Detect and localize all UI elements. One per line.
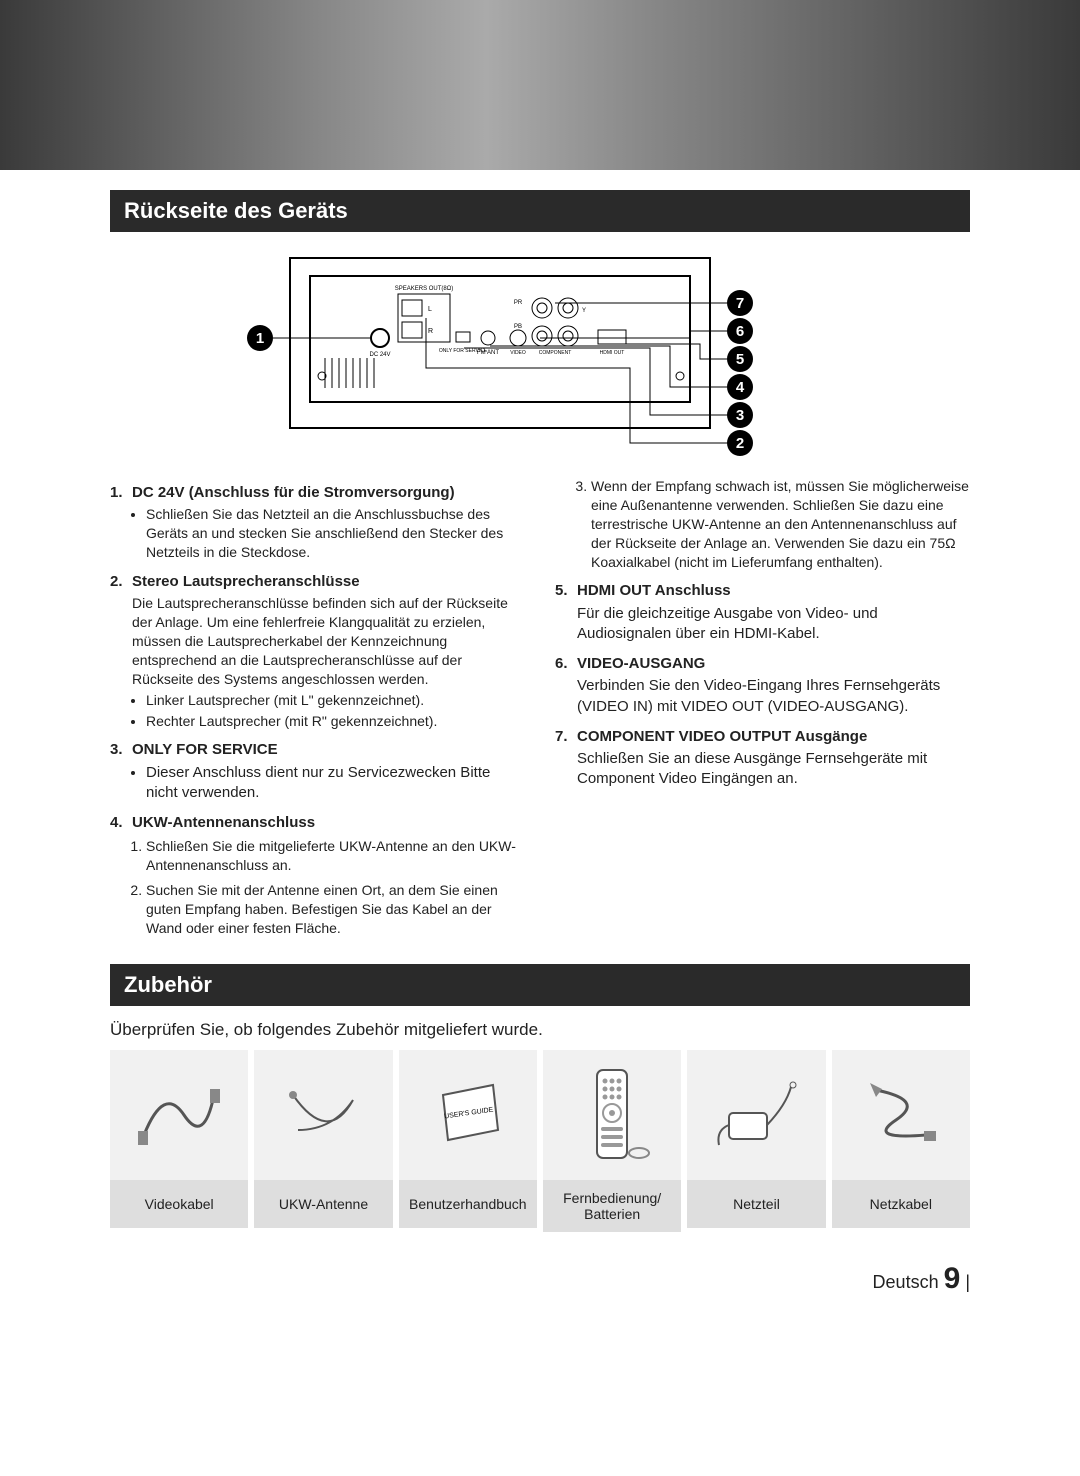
fm-antenna-icon bbox=[278, 1075, 368, 1155]
accessory-label: Netzkabel bbox=[832, 1180, 970, 1228]
accessory-remote: Fernbedienung/ Batterien bbox=[543, 1050, 681, 1232]
item-2-body: Die Lautsprecheranschlüsse befinden sich… bbox=[132, 594, 525, 688]
item-4-step-2: Suchen Sie mit der Antenne einen Ort, an… bbox=[146, 881, 525, 938]
svg-text:PB: PB bbox=[514, 324, 522, 330]
item-2-bullet-r: Rechter Lautsprecher (mit R" gekennzeich… bbox=[146, 712, 525, 731]
item-7-head: 7.COMPONENT VIDEO OUTPUT Ausgänge bbox=[555, 727, 970, 747]
svg-text:FM ANT: FM ANT bbox=[477, 350, 499, 356]
section-title-accessories: Zubehör bbox=[110, 964, 970, 1006]
svg-text:5: 5 bbox=[736, 351, 744, 368]
item-5-body: Für die gleichzeitige Ausgabe von Video-… bbox=[577, 604, 970, 645]
page-content: Rückseite des Geräts SPEAKERS OUT(8Ω) L … bbox=[0, 190, 1080, 1336]
accessory-fm-antenna: UKW-Antenne bbox=[254, 1050, 392, 1232]
accessory-grid: Videokabel UKW-Antenne USER'S GUIDE Benu… bbox=[110, 1050, 970, 1232]
rear-panel-diagram: SPEAKERS OUT(8Ω) L R DC 24V ONLY FOR SER… bbox=[110, 232, 970, 467]
item-6-head: 6.VIDEO-AUSGANG bbox=[555, 654, 970, 674]
accessory-manual: USER'S GUIDE Benutzerhandbuch bbox=[399, 1050, 537, 1232]
accessories-intro: Überprüfen Sie, ob folgendes Zubehör mit… bbox=[110, 1020, 970, 1040]
item-1-bullet: Schließen Sie das Netzteil an die Anschl… bbox=[146, 505, 525, 562]
top-gradient bbox=[0, 0, 1080, 170]
item-3-bullet: Dieser Anschluss dient nur zu Servicezwe… bbox=[146, 763, 525, 804]
svg-text:6: 6 bbox=[736, 323, 744, 340]
svg-text:COMPONENT: COMPONENT bbox=[539, 350, 572, 356]
manual-icon: USER'S GUIDE bbox=[423, 1075, 513, 1155]
right-column: Wenn der Empfang schwach ist, müssen Sie… bbox=[555, 473, 970, 944]
svg-text:4: 4 bbox=[736, 379, 745, 396]
accessory-videocable: Videokabel bbox=[110, 1050, 248, 1232]
svg-text:L: L bbox=[428, 306, 432, 313]
svg-text:2: 2 bbox=[736, 435, 744, 452]
svg-text:7: 7 bbox=[736, 295, 744, 312]
item-2-bullet-l: Linker Lautsprecher (mit L" gekennzeichn… bbox=[146, 691, 525, 710]
item-2-head: 2.Stereo Lautsprecheranschlüsse bbox=[110, 572, 525, 592]
item-5-head: 5.HDMI OUT Anschluss bbox=[555, 581, 970, 601]
item-6-body: Verbinden Sie den Video-Eingang Ihres Fe… bbox=[577, 676, 970, 717]
svg-text:R: R bbox=[428, 328, 433, 335]
footer-page-number: 9 bbox=[944, 1262, 961, 1295]
footer-bar: | bbox=[965, 1272, 970, 1292]
svg-text:1: 1 bbox=[256, 330, 264, 347]
accessory-label: Fernbedienung/ Batterien bbox=[543, 1180, 681, 1232]
footer-language: Deutsch bbox=[873, 1272, 939, 1292]
item-3-head: 3.ONLY FOR SERVICE bbox=[110, 740, 525, 760]
accessory-power-adapter: Netzteil bbox=[687, 1050, 825, 1232]
svg-text:DC 24V: DC 24V bbox=[369, 352, 390, 358]
item-7-body: Schließen Sie an diese Ausgänge Fernsehg… bbox=[577, 749, 970, 790]
adapter-icon bbox=[711, 1075, 801, 1155]
svg-text:Y: Y bbox=[582, 308, 586, 314]
accessory-label: Netzteil bbox=[687, 1180, 825, 1228]
svg-text:HDMI OUT: HDMI OUT bbox=[600, 350, 625, 356]
item-4-step-3: Wenn der Empfang schwach ist, müssen Sie… bbox=[591, 477, 970, 571]
videocable-icon bbox=[134, 1075, 224, 1155]
item-4-head: 4.UKW-Antennenanschluss bbox=[110, 813, 525, 833]
svg-text:3: 3 bbox=[736, 407, 744, 424]
accessory-label: Benutzerhandbuch bbox=[399, 1180, 537, 1228]
left-column: 1.DC 24V (Anschluss für die Stromversorg… bbox=[110, 473, 525, 944]
page-footer: Deutsch 9 | bbox=[110, 1262, 970, 1296]
power-cord-icon bbox=[856, 1075, 946, 1155]
remote-icon bbox=[567, 1065, 657, 1165]
svg-text:PR: PR bbox=[514, 300, 523, 306]
accessory-label: UKW-Antenne bbox=[254, 1180, 392, 1228]
item-1-head: 1.DC 24V (Anschluss für die Stromversorg… bbox=[110, 483, 525, 503]
item-4-step-1: Schließen Sie die mitgelieferte UKW-Ante… bbox=[146, 837, 525, 875]
section-title-rear: Rückseite des Geräts bbox=[110, 190, 970, 232]
svg-text:VIDEO: VIDEO bbox=[510, 350, 526, 356]
accessory-power-cord: Netzkabel bbox=[832, 1050, 970, 1232]
description-columns: 1.DC 24V (Anschluss für die Stromversorg… bbox=[110, 473, 970, 944]
callout-stack: 7 6 5 4 3 2 bbox=[727, 290, 753, 456]
accessory-label: Videokabel bbox=[110, 1180, 248, 1228]
speakers-label: SPEAKERS OUT(8Ω) bbox=[395, 286, 454, 292]
